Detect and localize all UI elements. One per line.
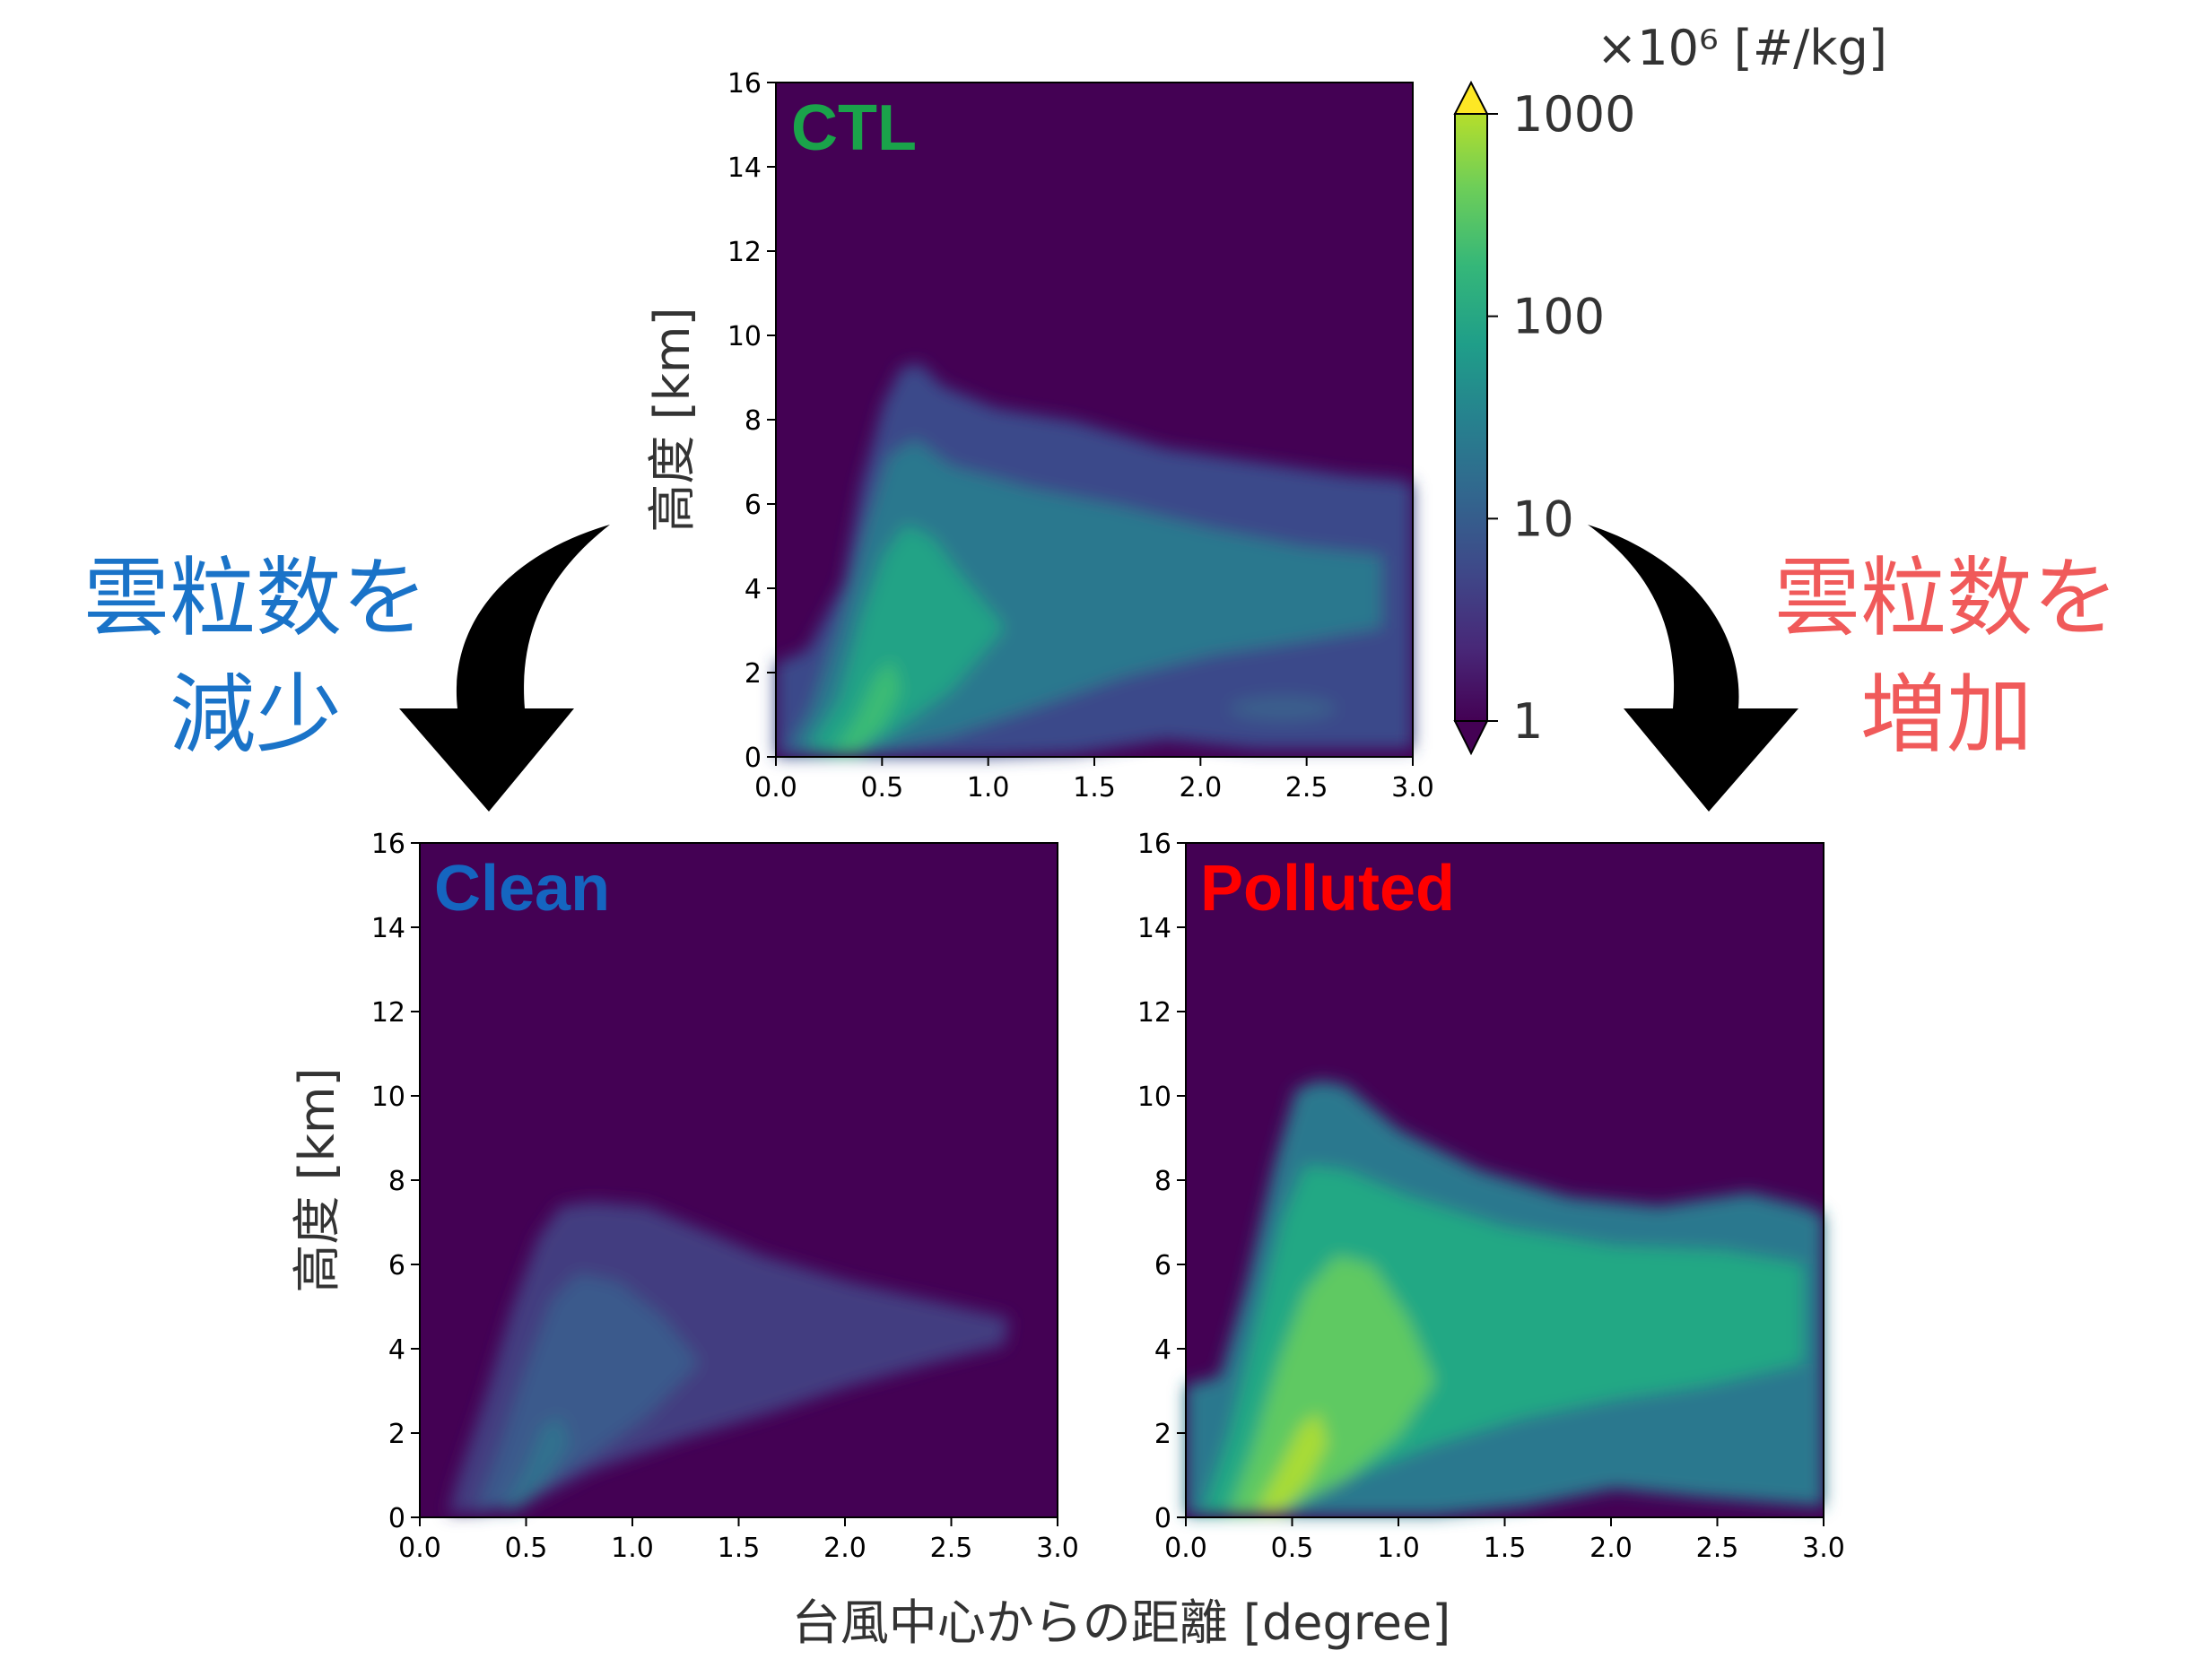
polluted-y-tick-label: 4 (1154, 1334, 1171, 1366)
colorbar-ticks: 1 10 100 1000 (1487, 86, 1635, 750)
panel-ctl: CTL 0.0 0.5 1.0 1.5 2.0 2.5 3.0 0246810121416 … (644, 68, 1434, 804)
ctl-x-ticks: 0.0 0.5 1.0 1.5 2.0 2.5 3.0 (754, 757, 1434, 804)
clean-x-tick-label: 1.0 (611, 1533, 654, 1564)
ctl-panel-title: CTL (791, 92, 917, 164)
polluted-field-core (1256, 1412, 1328, 1512)
clean-x-tick-label: 0.5 (505, 1533, 548, 1564)
polluted-y-tick-label: 12 (1137, 997, 1171, 1029)
clean-panel-title: Clean (434, 853, 610, 925)
polluted-x-tick-label: 2.5 (1696, 1533, 1739, 1564)
ctl-y-tick-label: 8 (745, 405, 762, 437)
polluted-y-tick-label: 0 (1154, 1503, 1171, 1534)
polluted-y-tick-label: 6 (1154, 1250, 1171, 1281)
left-annotation: 雲粒数を 減少 (83, 525, 610, 812)
clean-x-tick-label: 2.5 (930, 1533, 973, 1564)
clean-field-core (502, 1417, 570, 1511)
polluted-x-tick-label: 3.0 (1802, 1533, 1845, 1564)
clean-y-tick-label: 0 (388, 1503, 405, 1534)
colorbar-tick-label: 10 (1512, 491, 1574, 547)
clean-y-tick-label: 12 (371, 997, 405, 1029)
polluted-panel-title: Polluted (1200, 853, 1455, 925)
clean-y-tick-label: 6 (388, 1250, 405, 1281)
ctl-x-tick-label: 1.0 (967, 772, 1010, 804)
polluted-x-tick-label: 1.5 (1484, 1533, 1527, 1564)
polluted-y-tick-label: 16 (1137, 829, 1171, 860)
ctl-x-tick-label: 2.5 (1285, 772, 1328, 804)
clean-heatmap (448, 1202, 1009, 1514)
polluted-y-tick-label: 10 (1137, 1082, 1171, 1113)
polluted-x-tick-label: 1.0 (1377, 1533, 1420, 1564)
ctl-y-tick-label: 6 (745, 490, 762, 521)
colorbar-gradient (1454, 113, 1488, 722)
panel-clean: Clean 0.0 0.5 1.0 1.5 2.0 2.5 3.0 0 2 4 6 8 10 12 14 1… (289, 829, 1079, 1564)
colorbar-tick-label: 1000 (1512, 86, 1635, 143)
right-annotation: 雲粒数を 増加 (1588, 525, 2119, 812)
clean-field-mid (475, 1273, 700, 1514)
ctl-y-tick-label: 4 (745, 574, 762, 605)
clean-x-tick-label: 3.0 (1036, 1533, 1079, 1564)
ctl-y-tick-label: 2 (745, 658, 762, 690)
polluted-y-tick-label: 8 (1154, 1166, 1171, 1197)
panel-polluted: Polluted 0.0 0.5 1.0 1.5 2.0 2.5 3.0 0 2 4 6 8 10 12… (1137, 829, 1845, 1564)
clean-y-ticks: 0 2 4 6 8 10 12 14 16 (371, 829, 420, 1534)
ctl-x-tick-label: 0.0 (754, 772, 797, 804)
polluted-field-inner (1229, 1255, 1435, 1514)
ctl-plot-area (775, 82, 1414, 758)
clean-plot-area (419, 842, 1058, 1518)
colorbar: 1 10 100 1000 ×10⁶ [#/kg] (1453, 20, 1887, 756)
polluted-x-ticks: 0.0 0.5 1.0 1.5 2.0 2.5 3.0 (1164, 1517, 1845, 1564)
ctl-x-tick-label: 2.0 (1179, 772, 1222, 804)
ctl-field-inner (807, 525, 1005, 755)
clean-x-tick-label: 1.5 (718, 1533, 761, 1564)
right-annotation-line1: 雲粒数を (1774, 548, 2119, 648)
colorbar-extend-top (1453, 80, 1489, 115)
clean-x-ticks: 0.0 0.5 1.0 1.5 2.0 2.5 3.0 (398, 1517, 1079, 1564)
polluted-heatmap (1186, 1081, 1824, 1516)
colorbar-unit-label: ×10⁶ [#/kg] (1597, 20, 1887, 76)
clean-y-tick-label: 4 (388, 1334, 405, 1366)
clean-y-tick-label: 8 (388, 1166, 405, 1197)
polluted-x-tick-label: 0.5 (1271, 1533, 1314, 1564)
polluted-y-tick-label: 14 (1137, 913, 1171, 944)
clean-y-tick-label: 10 (371, 1082, 405, 1113)
left-annotation-line2: 減少 (170, 665, 342, 765)
colorbar-tick-label: 1 (1512, 693, 1543, 750)
clean-y-tick-label: 14 (371, 913, 405, 944)
polluted-y-tick-label: 2 (1154, 1419, 1171, 1450)
clean-y-tick-label: 16 (371, 829, 405, 860)
left-curved-arrow (399, 525, 610, 812)
ctl-x-tick-label: 1.5 (1073, 772, 1116, 804)
colorbar-tick-label: 100 (1512, 289, 1605, 345)
right-annotation-line2: 増加 (1860, 665, 2033, 765)
left-annotation-line1: 雲粒数を (83, 548, 428, 648)
polluted-x-tick-label: 0.0 (1164, 1533, 1207, 1564)
ctl-field-core (834, 659, 901, 753)
ctl-field-streak (1229, 696, 1337, 721)
x-axis-label: 台風中心からの距離 [degree] (792, 1594, 1451, 1651)
ctl-y-tick-label: 0 (745, 743, 762, 774)
ctl-y-axis-label: 高度 [km] (644, 307, 701, 532)
ctl-x-tick-label: 0.5 (860, 772, 903, 804)
ctl-y-tick-label: 10 (727, 321, 762, 352)
polluted-y-ticks: 0 2 4 6 8 10 12 14 16 (1137, 829, 1186, 1534)
ctl-y-tick-label: 16 (727, 68, 762, 100)
polluted-x-tick-label: 2.0 (1589, 1533, 1633, 1564)
clean-y-axis-label: 高度 [km] (289, 1067, 345, 1292)
clean-x-tick-label: 2.0 (823, 1533, 867, 1564)
right-curved-arrow (1588, 525, 1798, 812)
ctl-y-ticks: 0 2 4 6 8 10 12 14 16 (727, 68, 776, 774)
ctl-y-tick-label: 14 (727, 152, 762, 184)
ctl-y-tick-label: 12 (727, 237, 762, 268)
clean-x-tick-label: 0.0 (398, 1533, 441, 1564)
clean-y-tick-label: 2 (388, 1419, 405, 1450)
ctl-heatmap (776, 363, 1413, 757)
ctl-x-tick-label: 3.0 (1391, 772, 1434, 804)
colorbar-extend-bottom (1453, 720, 1489, 756)
polluted-plot-area (1185, 842, 1824, 1518)
